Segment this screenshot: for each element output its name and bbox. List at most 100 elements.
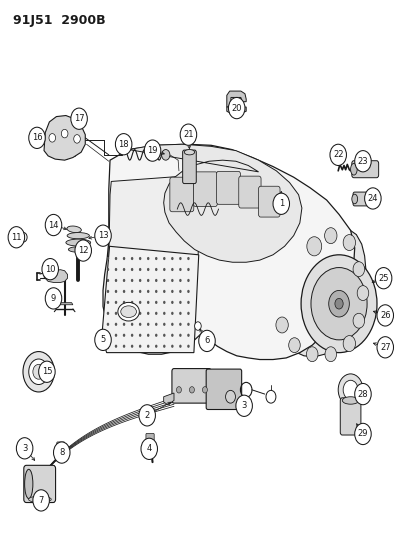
Circle shape (61, 130, 68, 138)
Ellipse shape (121, 306, 136, 318)
Circle shape (107, 334, 109, 337)
Polygon shape (102, 246, 198, 353)
Circle shape (180, 124, 196, 146)
Circle shape (154, 268, 157, 271)
Text: 17: 17 (74, 114, 84, 123)
Circle shape (198, 330, 215, 352)
Circle shape (114, 322, 117, 326)
Circle shape (28, 359, 48, 384)
Circle shape (354, 383, 370, 405)
Circle shape (144, 140, 160, 161)
Circle shape (131, 290, 133, 293)
Circle shape (115, 134, 132, 155)
Text: 10: 10 (45, 265, 55, 273)
Circle shape (114, 312, 117, 315)
Circle shape (364, 188, 380, 209)
Circle shape (163, 257, 165, 260)
Circle shape (95, 225, 111, 246)
Circle shape (171, 345, 173, 348)
Circle shape (163, 312, 165, 315)
Circle shape (75, 240, 91, 261)
Circle shape (163, 279, 165, 282)
Circle shape (154, 257, 157, 260)
Circle shape (131, 257, 133, 260)
Text: 22: 22 (332, 150, 343, 159)
Circle shape (375, 268, 391, 289)
Circle shape (147, 268, 149, 271)
Circle shape (171, 268, 173, 271)
Circle shape (228, 98, 244, 119)
Circle shape (131, 345, 133, 348)
Circle shape (329, 144, 346, 165)
Circle shape (33, 490, 49, 511)
Text: 6: 6 (204, 336, 209, 345)
Circle shape (123, 268, 125, 271)
Circle shape (163, 268, 165, 271)
Polygon shape (374, 195, 379, 203)
Circle shape (376, 305, 392, 326)
Circle shape (275, 317, 287, 333)
Circle shape (123, 334, 125, 337)
Text: 13: 13 (97, 231, 108, 240)
Text: 23: 23 (357, 157, 368, 166)
Circle shape (161, 150, 169, 160)
Circle shape (139, 334, 141, 337)
Ellipse shape (67, 226, 81, 232)
Circle shape (123, 290, 125, 293)
Circle shape (139, 312, 141, 315)
Circle shape (163, 290, 165, 293)
Circle shape (352, 262, 364, 277)
Text: 20: 20 (231, 103, 241, 112)
Circle shape (107, 312, 109, 315)
Circle shape (187, 322, 189, 326)
Circle shape (8, 227, 24, 248)
Circle shape (114, 334, 117, 337)
Circle shape (147, 290, 149, 293)
Circle shape (139, 279, 141, 282)
Circle shape (187, 290, 189, 293)
Ellipse shape (342, 397, 358, 404)
Circle shape (356, 286, 368, 301)
Circle shape (139, 405, 155, 426)
Circle shape (45, 288, 62, 309)
Circle shape (20, 232, 27, 242)
Text: 2: 2 (144, 411, 150, 420)
Circle shape (187, 257, 189, 260)
Circle shape (114, 345, 117, 348)
Circle shape (187, 334, 189, 337)
Circle shape (179, 279, 181, 282)
Circle shape (114, 257, 117, 260)
Circle shape (288, 338, 299, 353)
Polygon shape (226, 91, 246, 107)
Circle shape (154, 312, 157, 315)
Text: 25: 25 (377, 273, 388, 282)
Circle shape (23, 352, 54, 392)
Text: 21: 21 (183, 130, 193, 139)
FancyBboxPatch shape (145, 433, 154, 442)
Polygon shape (56, 303, 73, 305)
Text: 14: 14 (48, 221, 59, 230)
Circle shape (179, 268, 181, 271)
Circle shape (171, 257, 173, 260)
Circle shape (179, 345, 181, 348)
Circle shape (123, 345, 125, 348)
Text: 5: 5 (100, 335, 105, 344)
Circle shape (187, 301, 189, 304)
Polygon shape (103, 144, 354, 360)
Circle shape (171, 301, 173, 304)
Circle shape (154, 345, 157, 348)
Circle shape (179, 312, 181, 315)
Circle shape (131, 322, 133, 326)
Circle shape (147, 257, 149, 260)
Circle shape (107, 268, 109, 271)
Polygon shape (128, 144, 301, 262)
Circle shape (342, 336, 355, 352)
Text: 3: 3 (22, 444, 27, 453)
Circle shape (354, 423, 370, 445)
Circle shape (42, 259, 58, 280)
Ellipse shape (66, 239, 90, 246)
Circle shape (114, 301, 117, 304)
FancyBboxPatch shape (193, 172, 217, 206)
Circle shape (306, 237, 321, 256)
Circle shape (131, 279, 133, 282)
